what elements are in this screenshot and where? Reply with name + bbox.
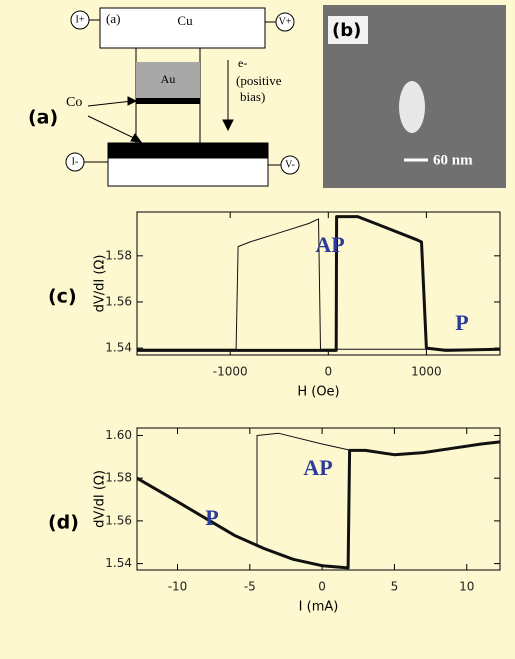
terminal-label: I- [72,156,79,167]
x-tick-label: 10 [459,580,474,594]
x-tick-label: 5 [391,580,399,594]
bottom-layer [108,158,268,186]
nanoparticle [399,81,425,133]
electron-label: e- [238,56,247,70]
terminal-label: I+ [76,14,85,25]
annotation: P [455,310,468,335]
x-tick-label: -10 [168,580,188,594]
y-tick-label: 1.56 [105,513,132,527]
x-axis-label: I (mA) [299,600,339,615]
cu-label: Cu [177,13,193,28]
y-tick-label: 1.56 [105,294,132,308]
y-axis-label: dV/dI (Ω) [93,470,108,528]
co-thin-layer [136,98,200,104]
bias-label: (positive [236,73,282,88]
inner-label: (a) [106,11,120,26]
co-thick-layer [108,143,268,158]
page: { "schematic": { "panel_label": "(a)", "… [0,0,515,659]
panel-label: (d) [48,512,79,534]
x-tick-label: -5 [244,580,256,594]
co-label: Co [66,95,82,110]
figure: (a) (a) I+ V+ I- V- Cu Au e- (positive b… [0,0,515,659]
terminal-label: V- [285,159,295,170]
au-label: Au [161,72,176,86]
panel-label: (c) [48,286,77,308]
arrow-head [223,120,233,130]
y-axis-label: dV/dI (Ω) [93,255,108,313]
x-tick-label: 0 [324,365,332,379]
co-pointer [88,101,132,106]
annotation: AP [303,455,332,480]
co-pointer [88,116,138,140]
data-line [257,433,351,546]
panel-label: (a) [28,107,58,129]
bias-label: bias) [240,89,265,104]
y-tick-label: 1.58 [105,471,132,485]
y-tick-label: 1.60 [105,428,132,442]
terminal-label: V+ [279,16,292,27]
annotation: AP [315,232,344,257]
y-tick-label: 1.54 [105,341,132,355]
x-tick-label: 0 [318,580,326,594]
x-tick-label: 1000 [411,365,442,379]
panel-label: (b) [332,20,361,41]
annotation: P [205,505,218,530]
x-tick-label: -1000 [213,365,248,379]
x-axis-label: H (Oe) [297,385,339,400]
arrow-head [128,97,136,105]
arrow-head [131,134,141,142]
scale-label: 60 nm [433,152,473,168]
y-tick-label: 1.58 [105,248,132,262]
y-tick-label: 1.54 [105,556,132,570]
